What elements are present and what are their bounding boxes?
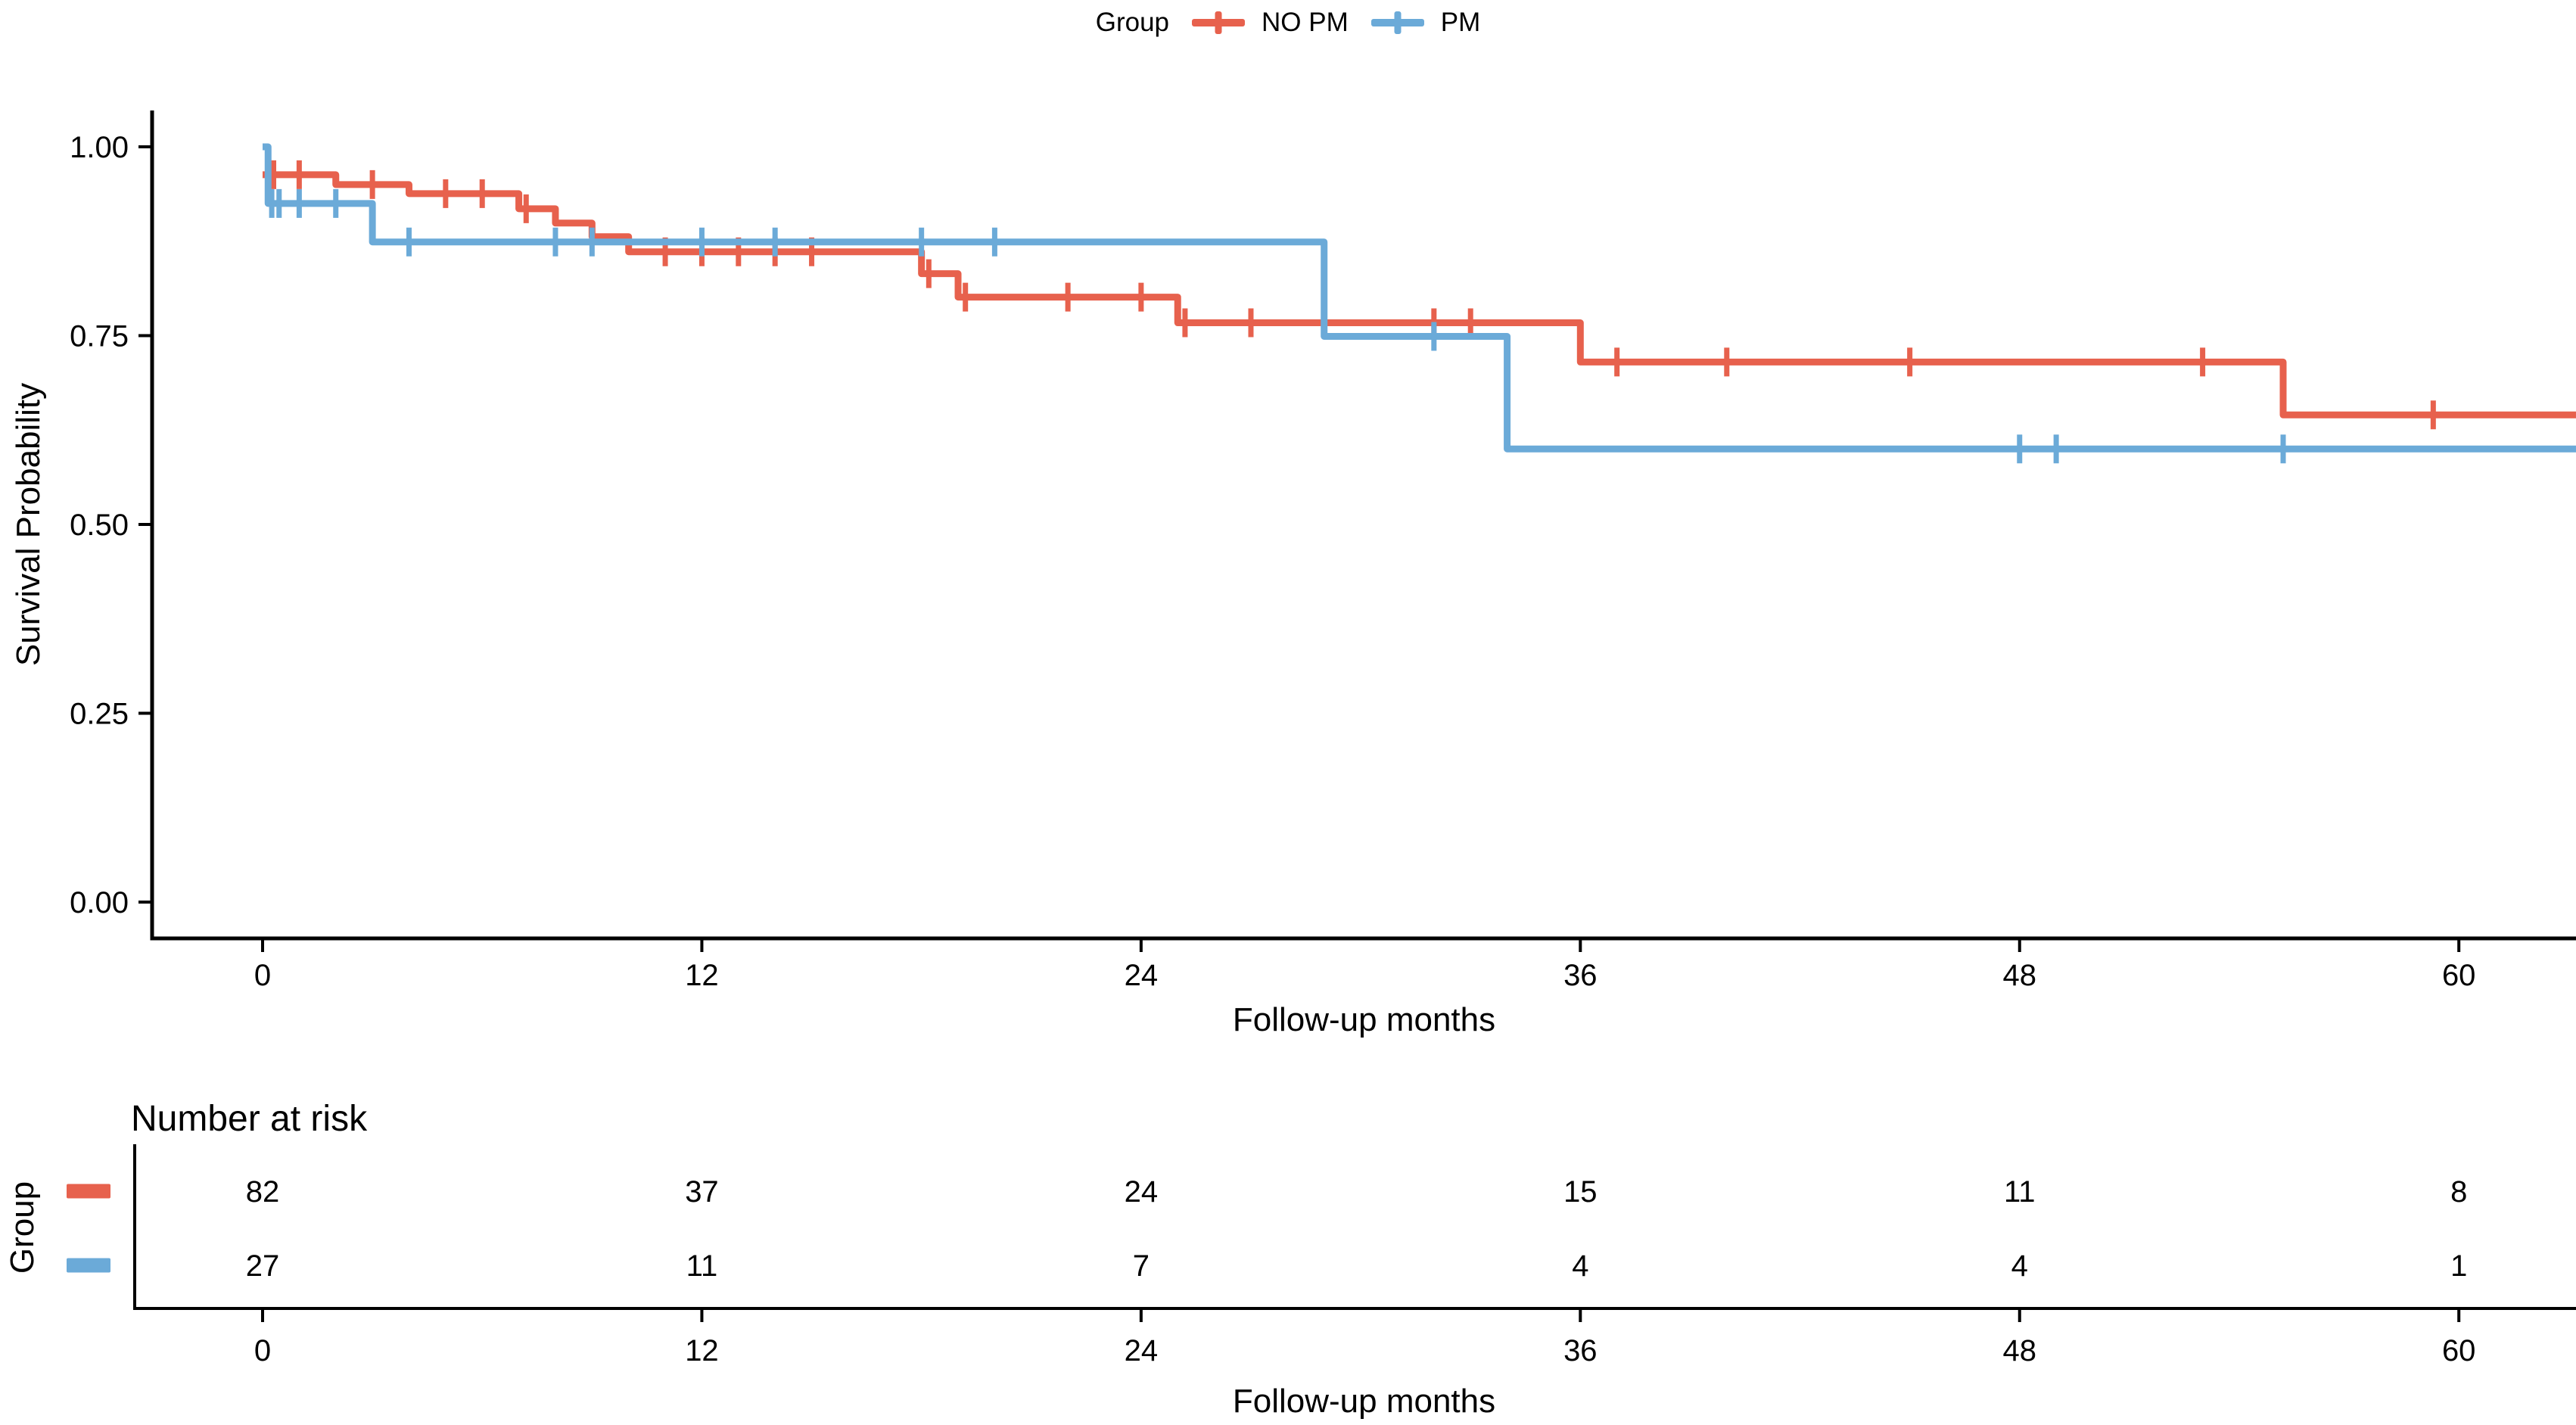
- risk-count: 7: [1133, 1249, 1150, 1283]
- y-tick-label: 0.00: [70, 886, 129, 919]
- risk-count: 37: [685, 1175, 719, 1209]
- risk-table-x-tick-label: 48: [2003, 1334, 2037, 1367]
- risk-table-axis-label: Group: [4, 1181, 41, 1274]
- legend-title: Group: [1095, 8, 1170, 37]
- x-tick-label: 36: [1563, 959, 1598, 992]
- y-tick-label: 0.50: [70, 509, 129, 542]
- y-tick-label: 1.00: [70, 131, 129, 164]
- legend-key-no-pm-icon: [1192, 11, 1246, 34]
- y-tick-label: 0.25: [70, 698, 129, 731]
- x-tick-label: 12: [685, 959, 719, 992]
- risk-count: 11: [2004, 1175, 2036, 1209]
- legend-label-pm: PM: [1440, 8, 1481, 37]
- risk-row-swatch-no-pm: [67, 1184, 110, 1199]
- risk-count: 15: [1563, 1175, 1598, 1209]
- x-tick-label: 60: [2442, 959, 2476, 992]
- risk-table-title: Number at risk: [131, 1099, 368, 1139]
- risk-table-x-tick-label: 36: [1563, 1334, 1598, 1367]
- risk-count: 24: [1125, 1175, 1159, 1209]
- x-tick-label: 0: [254, 959, 271, 992]
- legend-key-pm-icon: [1370, 11, 1424, 34]
- risk-table-x-tick-label: 60: [2442, 1334, 2476, 1367]
- x-tick-label: 48: [2003, 959, 2037, 992]
- risk-row-swatch-pm: [67, 1258, 110, 1273]
- risk-count: 82: [246, 1175, 280, 1209]
- legend-item-pm: PM: [1370, 8, 1481, 38]
- legend: Group NO PM PM: [0, 8, 2576, 38]
- risk-table-x-axis-title: Follow-up months: [1233, 1383, 1495, 1420]
- risk-table-x-tick-label: 24: [1125, 1334, 1159, 1367]
- legend-item-no-pm: NO PM: [1192, 8, 1349, 38]
- km-curve-pm: [263, 143, 2576, 453]
- risk-table-x-tick-label: 0: [254, 1334, 271, 1367]
- legend-label-no-pm: NO PM: [1262, 8, 1349, 37]
- risk-count: 27: [246, 1249, 280, 1283]
- risk-count: 11: [686, 1249, 718, 1283]
- risk-count: 8: [2450, 1175, 2467, 1209]
- risk-count: 1: [2450, 1249, 2467, 1283]
- risk-table-x-tick-label: 12: [685, 1334, 719, 1367]
- y-axis-title: Survival Probability: [10, 383, 47, 666]
- x-tick-label: 24: [1125, 959, 1159, 992]
- risk-count: 4: [1572, 1249, 1588, 1283]
- risk-count: 4: [2011, 1249, 2028, 1283]
- y-tick-label: 0.75: [70, 320, 129, 353]
- x-axis-title: Follow-up months: [1233, 1001, 1495, 1038]
- km-curve-no-pm: [263, 171, 2576, 418]
